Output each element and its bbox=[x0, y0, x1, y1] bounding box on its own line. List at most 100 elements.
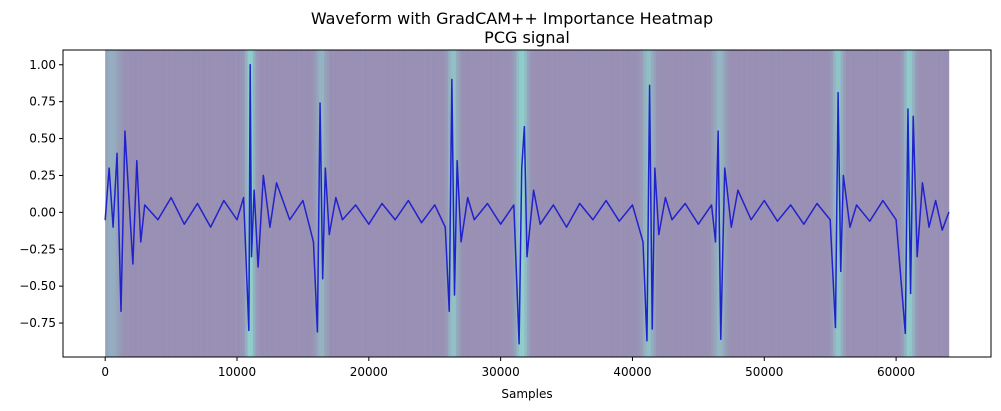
heatmap-band bbox=[769, 50, 773, 357]
heatmap-band bbox=[353, 50, 357, 357]
signal-point bbox=[642, 241, 644, 243]
heatmap-band bbox=[925, 50, 929, 357]
heatmap-band bbox=[368, 50, 372, 357]
signal-point bbox=[842, 174, 844, 177]
heatmap-band bbox=[382, 50, 386, 357]
heatmap-band bbox=[226, 50, 230, 357]
signal-point bbox=[250, 256, 253, 258]
heatmap-band bbox=[809, 50, 813, 357]
y-tick-label: 0.75 bbox=[29, 95, 56, 109]
x-tick-label: 40000 bbox=[613, 365, 651, 379]
heatmap-band bbox=[624, 50, 628, 357]
heatmap-band bbox=[695, 50, 699, 357]
heatmap-band bbox=[653, 50, 657, 357]
heatmap-band bbox=[619, 50, 623, 357]
chart-subtitle: PCG signal bbox=[484, 28, 570, 47]
heatmap-band bbox=[869, 50, 873, 357]
x-tick-label: 10000 bbox=[218, 365, 256, 379]
heatmap-band bbox=[194, 50, 198, 357]
heatmap-band bbox=[917, 50, 921, 357]
signal-point bbox=[855, 204, 858, 206]
heatmap-band bbox=[118, 50, 122, 357]
heatmap-band bbox=[577, 50, 581, 357]
heatmap-band bbox=[911, 50, 915, 357]
signal-point bbox=[368, 223, 370, 225]
heatmap-band bbox=[513, 50, 517, 357]
heatmap-band bbox=[292, 50, 296, 357]
signal-point bbox=[710, 204, 713, 206]
signal-point bbox=[720, 338, 722, 340]
heatmap-band bbox=[184, 50, 188, 357]
heatmap-band bbox=[806, 50, 810, 357]
heatmap-band bbox=[658, 50, 662, 357]
heatmap-band bbox=[743, 50, 747, 357]
heatmap-band bbox=[724, 50, 728, 357]
heatmap-band bbox=[295, 50, 299, 357]
signal-point bbox=[697, 223, 699, 225]
heatmap-band bbox=[234, 50, 238, 357]
signal-point bbox=[654, 167, 656, 169]
heatmap-band bbox=[310, 50, 314, 357]
y-tick-label: −0.75 bbox=[19, 316, 56, 330]
signal-point bbox=[460, 241, 462, 243]
heatmap-band bbox=[308, 50, 312, 357]
heatmap-band bbox=[418, 50, 422, 357]
signal-point bbox=[684, 202, 686, 205]
heatmap-band bbox=[495, 50, 499, 357]
heatmap-band bbox=[237, 50, 241, 357]
heatmap-band bbox=[181, 50, 185, 357]
heatmap-band bbox=[437, 50, 441, 357]
signal-point bbox=[579, 202, 581, 205]
heatmap-band bbox=[735, 50, 739, 357]
heatmap-band bbox=[128, 50, 132, 357]
plot-frame bbox=[62, 49, 992, 358]
heatmap-band bbox=[632, 50, 636, 357]
signal-point bbox=[912, 115, 914, 118]
signal-point bbox=[921, 182, 924, 184]
signal-point bbox=[763, 199, 765, 202]
heatmap-band bbox=[788, 50, 792, 357]
heatmap-band bbox=[898, 50, 902, 357]
heatmap-band bbox=[179, 50, 183, 357]
signal-point bbox=[236, 219, 238, 221]
heatmap-band bbox=[440, 50, 444, 357]
signal-point bbox=[140, 241, 142, 243]
heatmap-band bbox=[263, 50, 267, 357]
heatmap-band bbox=[896, 50, 900, 357]
heatmap-band bbox=[579, 50, 583, 357]
heatmap-band bbox=[284, 50, 288, 357]
heatmap-band bbox=[745, 50, 749, 357]
heatmap-band bbox=[592, 50, 596, 357]
signal-point bbox=[124, 130, 126, 132]
heatmap-band bbox=[469, 50, 473, 357]
heatmap-band bbox=[540, 50, 544, 357]
heatmap-band bbox=[756, 50, 760, 357]
signal-point bbox=[552, 204, 554, 206]
heatmap-band bbox=[197, 50, 201, 357]
signal-point bbox=[592, 219, 594, 221]
heatmap-band bbox=[803, 50, 807, 357]
chart-title: Waveform with GradCAM++ Importance Heatm… bbox=[311, 9, 713, 28]
y-axis: −0.75 −0.50 −0.25 0.00 0.25 0.50 0.75 1.00 bbox=[19, 58, 63, 330]
signal-point bbox=[849, 226, 851, 228]
signal-point bbox=[935, 199, 937, 202]
heatmap-band bbox=[276, 50, 280, 357]
heatmap-band bbox=[527, 50, 531, 357]
heatmap-band bbox=[545, 50, 549, 357]
y-tick-label: 1.00 bbox=[29, 58, 56, 72]
heatmap-band bbox=[347, 50, 351, 357]
heatmap-layer bbox=[105, 50, 950, 357]
heatmap-band bbox=[411, 50, 415, 357]
heatmap-band bbox=[355, 50, 359, 357]
heatmap-band bbox=[403, 50, 407, 357]
signal-point bbox=[916, 256, 918, 258]
heatmap-band bbox=[442, 50, 446, 357]
heatmap-band bbox=[740, 50, 744, 357]
signal-point bbox=[500, 223, 502, 225]
heatmap-band bbox=[732, 50, 736, 357]
signal-point bbox=[928, 226, 930, 228]
heatmap-band bbox=[877, 50, 881, 357]
heatmap-band bbox=[432, 50, 436, 357]
heatmap-band bbox=[711, 50, 715, 357]
heatmap-band bbox=[585, 50, 589, 357]
